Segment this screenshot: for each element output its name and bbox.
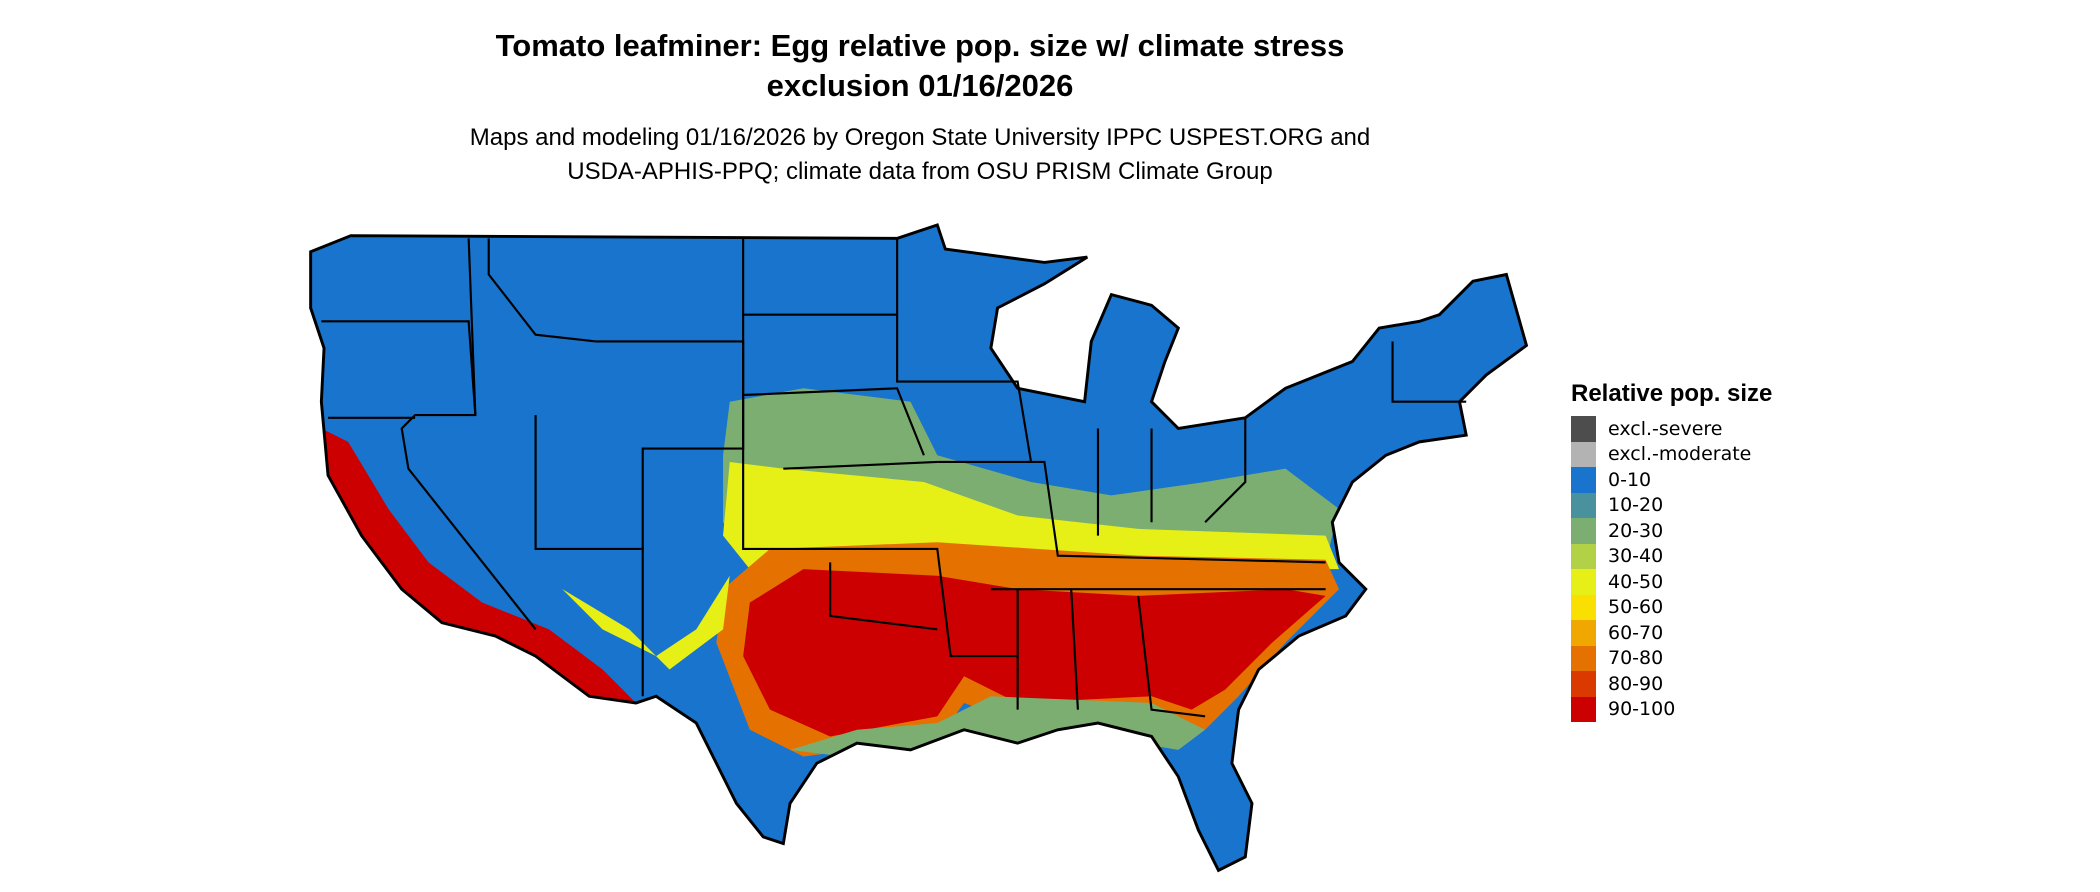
legend-swatch (1571, 518, 1596, 544)
legend-label: 20-30 (1608, 519, 1664, 542)
legend-swatch (1571, 467, 1596, 493)
legend-label: excl.-severe (1608, 417, 1723, 440)
legend-label: 0-10 (1608, 468, 1652, 491)
legend-item: 40-50 (1571, 569, 1772, 595)
legend-swatch (1571, 620, 1596, 646)
legend-item: 90-100 (1571, 696, 1772, 722)
map-title-line2: exclusion 01/16/2026 (766, 68, 1074, 103)
legend-label: 40-50 (1608, 570, 1664, 593)
legend-label: 80-90 (1608, 672, 1664, 695)
legend-label: 50-60 (1608, 596, 1664, 619)
legend-swatch (1571, 543, 1596, 569)
state-borders (321, 238, 1467, 718)
legend-label: 10-20 (1608, 494, 1664, 517)
legend-label: excl.-moderate (1608, 443, 1752, 466)
legend-title: Relative pop. size (1571, 380, 1773, 407)
legend: Relative pop. size excl.-severe excl.-mod… (1571, 380, 1772, 722)
subtitle-line1: Maps and modeling 01/16/2026 by Oregon S… (469, 124, 1371, 151)
region-desert (535, 562, 730, 670)
legend-label: 70-80 (1608, 647, 1664, 670)
legend-swatch (1571, 492, 1596, 518)
legend-label: 60-70 (1608, 621, 1664, 644)
legend-item: 30-40 (1571, 543, 1772, 569)
legend-swatch (1571, 645, 1596, 671)
legend-item: 0-10 (1571, 467, 1772, 493)
legend-item: 20-30 (1571, 518, 1772, 544)
subtitle-line2: USDA-APHIS-PPQ; climate data from OSU PR… (567, 158, 1273, 185)
legend-swatch (1571, 569, 1596, 595)
map-title-line1: Tomato leafminer: Egg relative pop. size… (495, 28, 1345, 63)
legend-item: 70-80 (1571, 645, 1772, 671)
legend-label: 90-100 (1608, 698, 1676, 721)
legend-swatch (1571, 671, 1596, 697)
legend-item: 10-20 (1571, 492, 1772, 518)
legend-item: 50-60 (1571, 594, 1772, 620)
legend-item: 80-90 (1571, 671, 1772, 697)
legend-swatch (1571, 416, 1596, 442)
legend-label: 30-40 (1608, 545, 1664, 568)
legend-item: excl.-severe (1571, 416, 1772, 442)
legend-swatch (1571, 441, 1596, 467)
legend-swatch (1571, 594, 1596, 620)
legend-item: excl.-moderate (1571, 441, 1772, 467)
region-40-50 (723, 461, 1339, 570)
legend-item: 60-70 (1571, 620, 1772, 646)
region-90-100 (743, 569, 1326, 737)
legend-swatch (1571, 696, 1596, 722)
